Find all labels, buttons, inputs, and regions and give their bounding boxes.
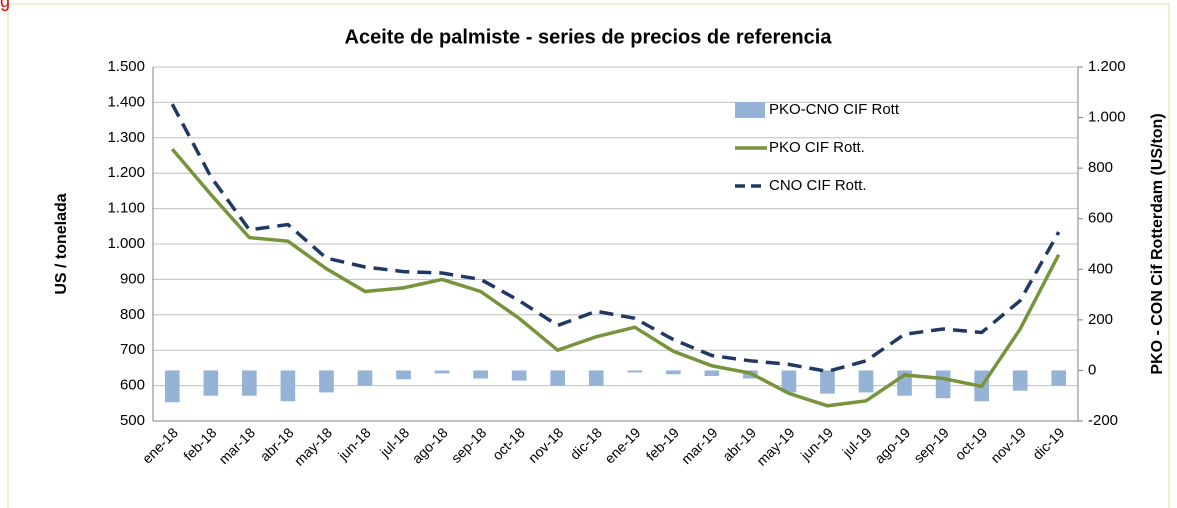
x-tick-label: ago-19 [871,424,913,466]
x-tick-label: jul-19 [839,424,875,460]
bar [511,370,527,381]
x-tick-label: mar-18 [215,424,258,467]
legend-swatch [735,102,765,118]
bar [280,370,296,402]
x-tick-label: ene-19 [601,424,643,466]
bar [550,370,566,386]
y-tick-label: 1.200 [107,164,145,181]
bar [242,370,257,396]
x-tick-label: dic-18 [567,424,605,462]
x-tick-label: feb-18 [180,424,220,464]
bar [396,370,411,380]
y2-tick-label: 1.000 [1088,109,1126,126]
y-tick-label: 800 [120,306,145,323]
x-tick-label: ene-18 [139,424,181,466]
x-tick-label: may-18 [291,424,335,468]
bar [1012,370,1028,391]
line-series [170,103,1061,374]
x-tick-label: sep-19 [910,424,952,466]
y-tick-label: 600 [120,377,145,394]
frame [7,3,1170,508]
y-tick-label: 500 [120,412,145,429]
x-tick-label: jun-18 [334,424,374,464]
y-tick-label: 700 [120,341,145,358]
corner-text: g [0,0,10,11]
bar [1051,370,1067,386]
y-axis-title: US / tonelada [53,193,70,294]
y-tick-label: 1.000 [107,235,145,252]
bar [858,370,874,393]
bar [781,370,797,393]
y2-tick-label: -200 [1088,412,1118,429]
x-tick-label: jul-18 [376,424,412,460]
x-tick-label: feb-19 [643,424,683,464]
legend-label: PKO CIF Rott. [769,139,865,156]
bar [357,370,373,386]
bar [820,370,835,394]
x-tick-label: ago-18 [409,424,451,466]
y-tick-label: 900 [120,270,145,287]
x-tick-label: sep-18 [448,424,490,466]
bar [319,370,334,393]
x-tick-label: oct-18 [489,424,528,463]
bar [665,370,681,375]
y-tick-label: 1.500 [107,58,145,75]
y2-tick-label: 800 [1088,159,1113,176]
y2-tick-label: 0 [1088,361,1096,378]
bar [203,370,219,396]
bar [164,370,180,403]
x-tick-label: nov-18 [525,424,567,466]
legend-label: PKO-CNO CIF Rott [769,101,900,118]
bar [588,370,604,386]
x-tick-label: nov-19 [987,424,1029,466]
bar [627,370,643,373]
y2-tick-label: 1.200 [1088,58,1126,75]
y-tick-label: 1.100 [107,200,145,217]
x-tick-label: may-19 [753,424,797,468]
bar [434,370,450,374]
y2-tick-label: 600 [1088,210,1113,227]
x-tick-label: oct-19 [952,424,991,463]
x-tick-label: dic-19 [1029,424,1067,462]
bar [704,370,720,376]
line-series [170,147,1061,408]
legend-label: CNO CIF Rott. [769,177,867,194]
x-tick-label: jun-19 [797,424,837,464]
bar [473,370,488,379]
y2-axis-title: PKO - CON Cif Rotterdam (US/ton) [1149,113,1166,374]
y-tick-label: 1.400 [107,93,145,110]
y2-tick-label: 400 [1088,260,1113,277]
bar [935,370,951,399]
y2-tick-label: 200 [1088,311,1113,328]
chart-title: Aceite de palmiste - series de precios d… [345,26,833,48]
x-tick-label: mar-19 [678,424,721,467]
y-tick-label: 1.300 [107,129,145,146]
